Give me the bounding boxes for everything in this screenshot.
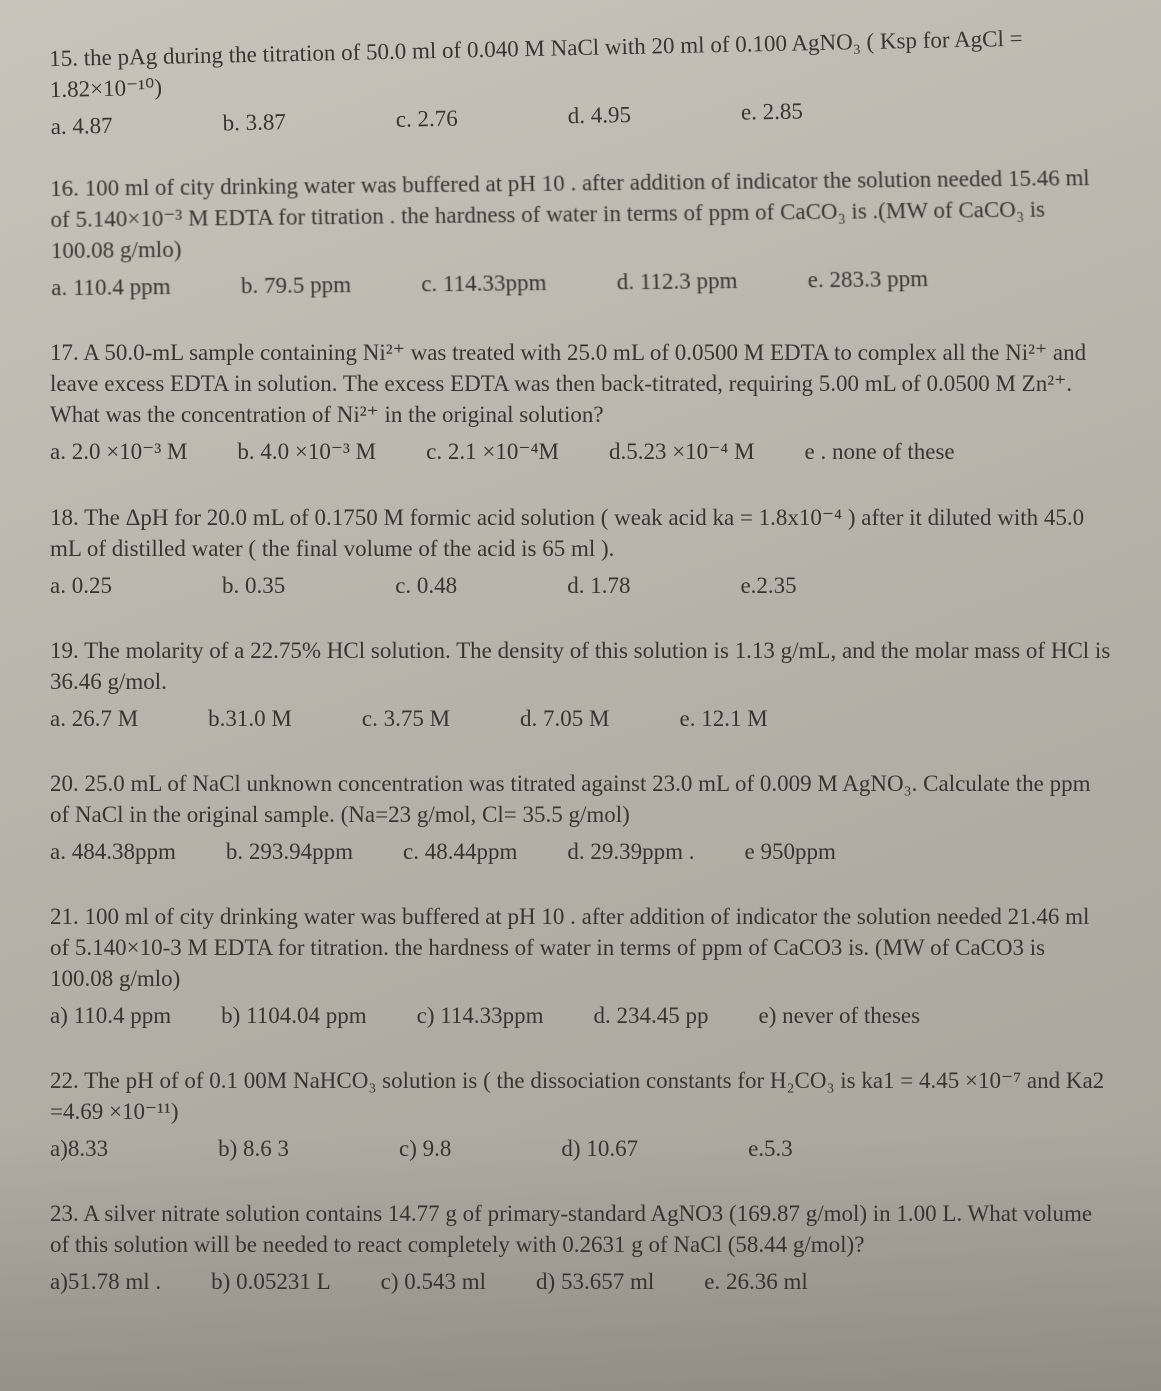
option-c: c. 3.75 M xyxy=(362,703,450,734)
question-options: a)51.78 ml . b) 0.05231 L c) 0.543 ml d)… xyxy=(50,1266,1111,1297)
option-c: c) 114.33ppm xyxy=(417,1000,544,1031)
option-e: e) never of theses xyxy=(759,1000,921,1031)
option-b: b. 4.0 ×10⁻³ M xyxy=(237,436,376,467)
option-a: a. 0.25 xyxy=(50,570,112,601)
option-d: d. 1.78 xyxy=(567,570,630,601)
option-c: c. 2.1 ×10⁻⁴M xyxy=(426,436,559,467)
option-b: b) 8.6 3 xyxy=(218,1133,289,1164)
option-e: e. 283.3 ppm xyxy=(807,263,928,295)
option-c: c. 2.76 xyxy=(395,103,458,135)
option-e: e 950ppm xyxy=(745,836,836,867)
question-text: 19. The molarity of a 22.75% HCl solutio… xyxy=(50,635,1111,697)
question-options: a. 2.0 ×10⁻³ M b. 4.0 ×10⁻³ M c. 2.1 ×10… xyxy=(50,436,1111,467)
option-b: b. 79.5 ppm xyxy=(241,269,352,301)
option-d: d. 4.95 xyxy=(567,99,631,131)
question-options: a)8.33 b) 8.6 3 c) 9.8 d) 10.67 e.5.3 xyxy=(50,1133,1111,1164)
option-b: b. 0.35 xyxy=(222,570,285,601)
question-text: 23. A silver nitrate solution contains 1… xyxy=(50,1198,1111,1260)
option-d: d. 7.05 M xyxy=(520,703,609,734)
option-a: a. 2.0 ×10⁻³ M xyxy=(50,436,187,467)
option-c: c. 0.48 xyxy=(395,570,457,601)
option-a: a. 4.87 xyxy=(50,110,113,142)
option-d: d. 234.45 pp xyxy=(594,1000,709,1031)
question-options: a. 110.4 ppm b. 79.5 ppm c. 114.33ppm d.… xyxy=(51,261,1115,303)
question-text: 18. The ΔpH for 20.0 mL of 0.1750 M form… xyxy=(50,502,1111,564)
question-19: 19. The molarity of a 22.75% HCl solutio… xyxy=(50,635,1111,734)
option-e: e. 12.1 M xyxy=(680,703,768,734)
question-18: 18. The ΔpH for 20.0 mL of 0.1750 M form… xyxy=(50,502,1111,601)
question-text: 21. 100 ml of city drinking water was bu… xyxy=(50,901,1111,994)
option-a: a. 26.7 M xyxy=(50,703,138,734)
option-e: e.2.35 xyxy=(740,570,796,601)
option-b: b. 3.87 xyxy=(222,106,286,138)
question-23: 23. A silver nitrate solution contains 1… xyxy=(50,1198,1111,1297)
option-c: c) 9.8 xyxy=(399,1133,451,1164)
question-16: 16. 100 ml of city drinking water was bu… xyxy=(50,162,1115,304)
option-d: d) 10.67 xyxy=(561,1133,638,1164)
option-d: d. 112.3 ppm xyxy=(616,265,738,297)
option-e: e.5.3 xyxy=(748,1133,793,1164)
option-b: b) 1104.04 ppm xyxy=(221,1000,366,1031)
option-a: a. 110.4 ppm xyxy=(51,271,171,303)
option-c: c) 0.543 ml xyxy=(381,1266,486,1297)
question-text: 17. A 50.0-mL sample containing Ni²⁺ was… xyxy=(50,337,1111,430)
question-options: a. 0.25 b. 0.35 c. 0.48 d. 1.78 e.2.35 xyxy=(50,570,1111,601)
question-text: 20. 25.0 mL of NaCl unknown concentratio… xyxy=(50,768,1111,830)
option-e: e. 2.85 xyxy=(741,95,804,127)
question-options: a) 110.4 ppm b) 1104.04 ppm c) 114.33ppm… xyxy=(50,1000,1111,1031)
option-b: b) 0.05231 L xyxy=(211,1266,330,1297)
option-e: e. 26.36 ml xyxy=(704,1266,808,1297)
question-text: 22. The pH of of 0.1 00M NaHCO₃ solution… xyxy=(50,1065,1111,1127)
option-e: e . none of these xyxy=(805,436,955,467)
question-options: a. 484.38ppm b. 293.94ppm c. 48.44ppm d.… xyxy=(50,836,1111,867)
question-15: 15. the pAg during the titration of 50.0… xyxy=(49,21,1112,142)
option-d: d. 29.39ppm . xyxy=(567,836,694,867)
question-options: a. 26.7 M b.31.0 M c. 3.75 M d. 7.05 M e… xyxy=(50,703,1111,734)
option-c: c. 114.33ppm xyxy=(421,267,547,299)
option-a: a. 484.38ppm xyxy=(50,836,176,867)
option-b: b.31.0 M xyxy=(208,703,292,734)
option-a: a) 110.4 ppm xyxy=(50,1000,171,1031)
question-20: 20. 25.0 mL of NaCl unknown concentratio… xyxy=(50,768,1111,867)
question-text: 16. 100 ml of city drinking water was bu… xyxy=(50,162,1114,266)
question-17: 17. A 50.0-mL sample containing Ni²⁺ was… xyxy=(50,337,1111,467)
worksheet-page: 15. the pAg during the titration of 50.0… xyxy=(0,0,1161,1391)
option-d: d) 53.657 ml xyxy=(536,1266,654,1297)
option-c: c. 48.44ppm xyxy=(403,836,517,867)
option-a: a)51.78 ml . xyxy=(50,1266,161,1297)
question-21: 21. 100 ml of city drinking water was bu… xyxy=(50,901,1111,1031)
option-a: a)8.33 xyxy=(50,1133,108,1164)
question-22: 22. The pH of of 0.1 00M NaHCO₃ solution… xyxy=(50,1065,1111,1164)
option-d: d.5.23 ×10⁻⁴ M xyxy=(609,436,755,467)
option-b: b. 293.94ppm xyxy=(226,836,353,867)
